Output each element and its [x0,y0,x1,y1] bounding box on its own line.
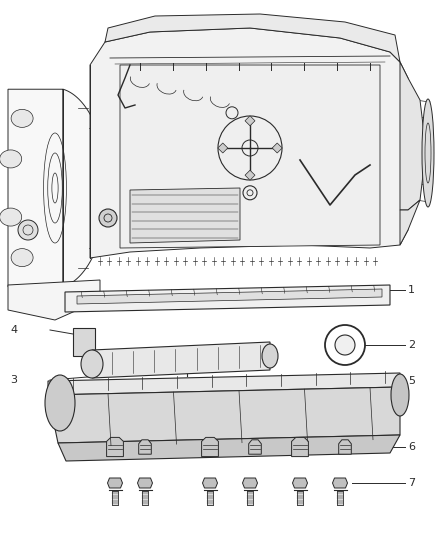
Polygon shape [272,143,282,153]
Polygon shape [120,65,380,248]
Polygon shape [400,200,420,245]
Text: 4: 4 [10,325,17,335]
Ellipse shape [0,208,22,226]
Ellipse shape [422,99,434,207]
Polygon shape [207,491,213,505]
Polygon shape [73,328,95,356]
Circle shape [99,209,117,227]
Polygon shape [247,491,253,505]
Polygon shape [339,440,351,454]
Ellipse shape [262,344,278,368]
Polygon shape [107,478,123,488]
Polygon shape [48,373,400,395]
Polygon shape [8,89,107,287]
Polygon shape [202,478,218,488]
Polygon shape [245,116,255,126]
Polygon shape [65,285,390,312]
Polygon shape [90,28,408,258]
Ellipse shape [45,375,75,431]
Polygon shape [245,170,255,180]
Polygon shape [112,491,118,505]
Ellipse shape [11,248,33,266]
Text: 5: 5 [408,376,415,386]
Polygon shape [243,478,258,488]
Polygon shape [249,440,261,454]
Polygon shape [292,438,308,457]
Polygon shape [400,62,426,210]
Polygon shape [332,478,347,488]
Text: 3: 3 [10,375,17,385]
Text: 6: 6 [408,442,415,452]
Polygon shape [293,478,307,488]
Text: 1: 1 [408,285,415,295]
Polygon shape [138,478,152,488]
Ellipse shape [0,150,22,168]
Polygon shape [139,440,151,454]
Polygon shape [297,491,303,505]
Polygon shape [218,143,228,153]
Polygon shape [48,387,400,443]
Polygon shape [8,280,100,320]
Ellipse shape [391,374,409,416]
Text: 7: 7 [408,478,415,488]
Circle shape [18,220,38,240]
Polygon shape [106,438,124,457]
Polygon shape [77,289,382,304]
Circle shape [335,335,355,355]
Polygon shape [58,435,400,461]
Polygon shape [142,491,148,505]
Polygon shape [201,438,219,457]
Polygon shape [105,14,400,62]
Text: 2: 2 [408,340,415,350]
Polygon shape [130,188,240,243]
Polygon shape [337,491,343,505]
Polygon shape [92,342,270,378]
Ellipse shape [81,350,103,378]
Ellipse shape [11,109,33,127]
